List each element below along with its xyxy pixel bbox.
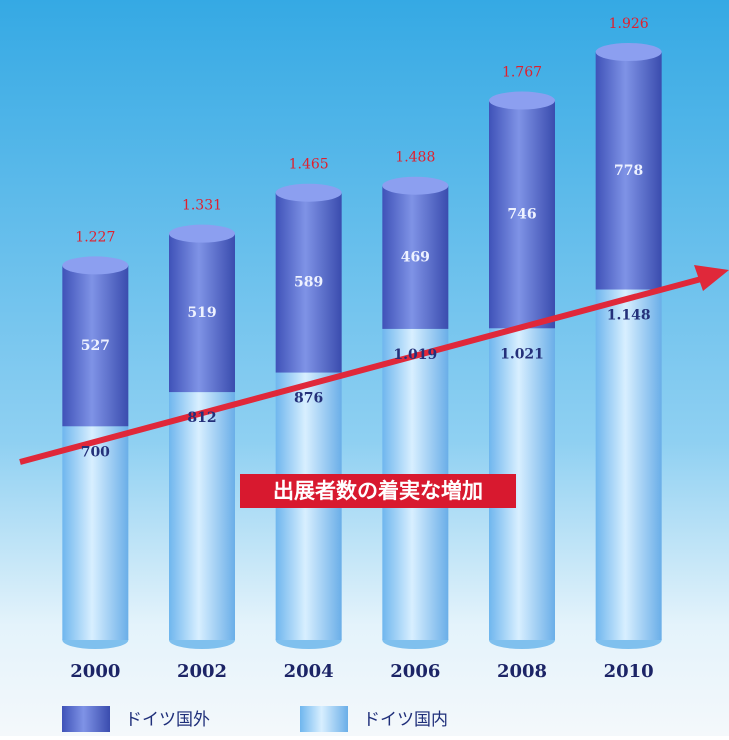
legend: ドイツ国外 ドイツ国内 — [62, 706, 448, 732]
cylinder-top — [169, 224, 235, 243]
value-label: 1.148 — [607, 308, 651, 324]
legend-label: ドイツ国内 — [363, 710, 448, 730]
cylinder-top — [382, 176, 449, 195]
trend-arrow — [19, 265, 729, 465]
x-tick-label: 2010 — [604, 661, 654, 682]
legend-swatch — [300, 706, 348, 732]
value-label: 527 — [81, 338, 110, 354]
value-label: 1.021 — [500, 346, 544, 362]
value-label: 700 — [81, 444, 110, 460]
value-label: 876 — [294, 391, 323, 407]
cylinder-top — [489, 91, 555, 110]
value-label: 778 — [614, 163, 643, 179]
bars — [62, 43, 662, 649]
total-label: 1.465 — [289, 157, 329, 173]
legend-label: ドイツ国外 — [125, 710, 210, 730]
bar-segment — [595, 52, 662, 290]
x-tick-label: 2008 — [497, 661, 547, 682]
x-tick-label: 2006 — [390, 661, 440, 682]
annotation-box — [240, 474, 516, 508]
cylinder-top — [595, 43, 662, 61]
value-label: 469 — [401, 249, 430, 265]
total-label: 1.227 — [75, 229, 115, 245]
bar-segment — [169, 392, 235, 640]
bar-segment — [595, 289, 662, 640]
total-label: 1.767 — [502, 65, 542, 81]
arrow-line — [19, 275, 706, 465]
cylinder-top — [62, 256, 129, 275]
total-label: 1.331 — [182, 198, 222, 214]
annotation: 出展者数の着実な増加 — [273, 479, 483, 503]
value-label: 519 — [187, 305, 216, 321]
bar-segment — [62, 265, 129, 427]
x-tick-label: 2000 — [70, 661, 120, 682]
arrow-head — [694, 265, 729, 291]
legend-swatch — [62, 706, 110, 732]
bar-segment — [275, 192, 342, 373]
bar-segment — [382, 185, 449, 329]
bar-segment — [169, 233, 235, 393]
x-tick-label: 2004 — [284, 661, 334, 682]
value-label: 812 — [187, 410, 216, 426]
value-label: 589 — [294, 275, 323, 291]
bar-segment — [62, 426, 129, 640]
value-label: 1.019 — [393, 347, 437, 363]
total-label: 1.926 — [609, 16, 649, 32]
bar-segment — [489, 100, 555, 329]
x-tick-label: 2002 — [177, 661, 227, 682]
cylinder-top — [275, 183, 342, 202]
value-label: 746 — [507, 206, 536, 222]
labels: 700 527 1.227 2000 812 519 1.331 2002 876 589 1.46… — [70, 16, 653, 682]
total-label: 1.488 — [395, 150, 435, 166]
